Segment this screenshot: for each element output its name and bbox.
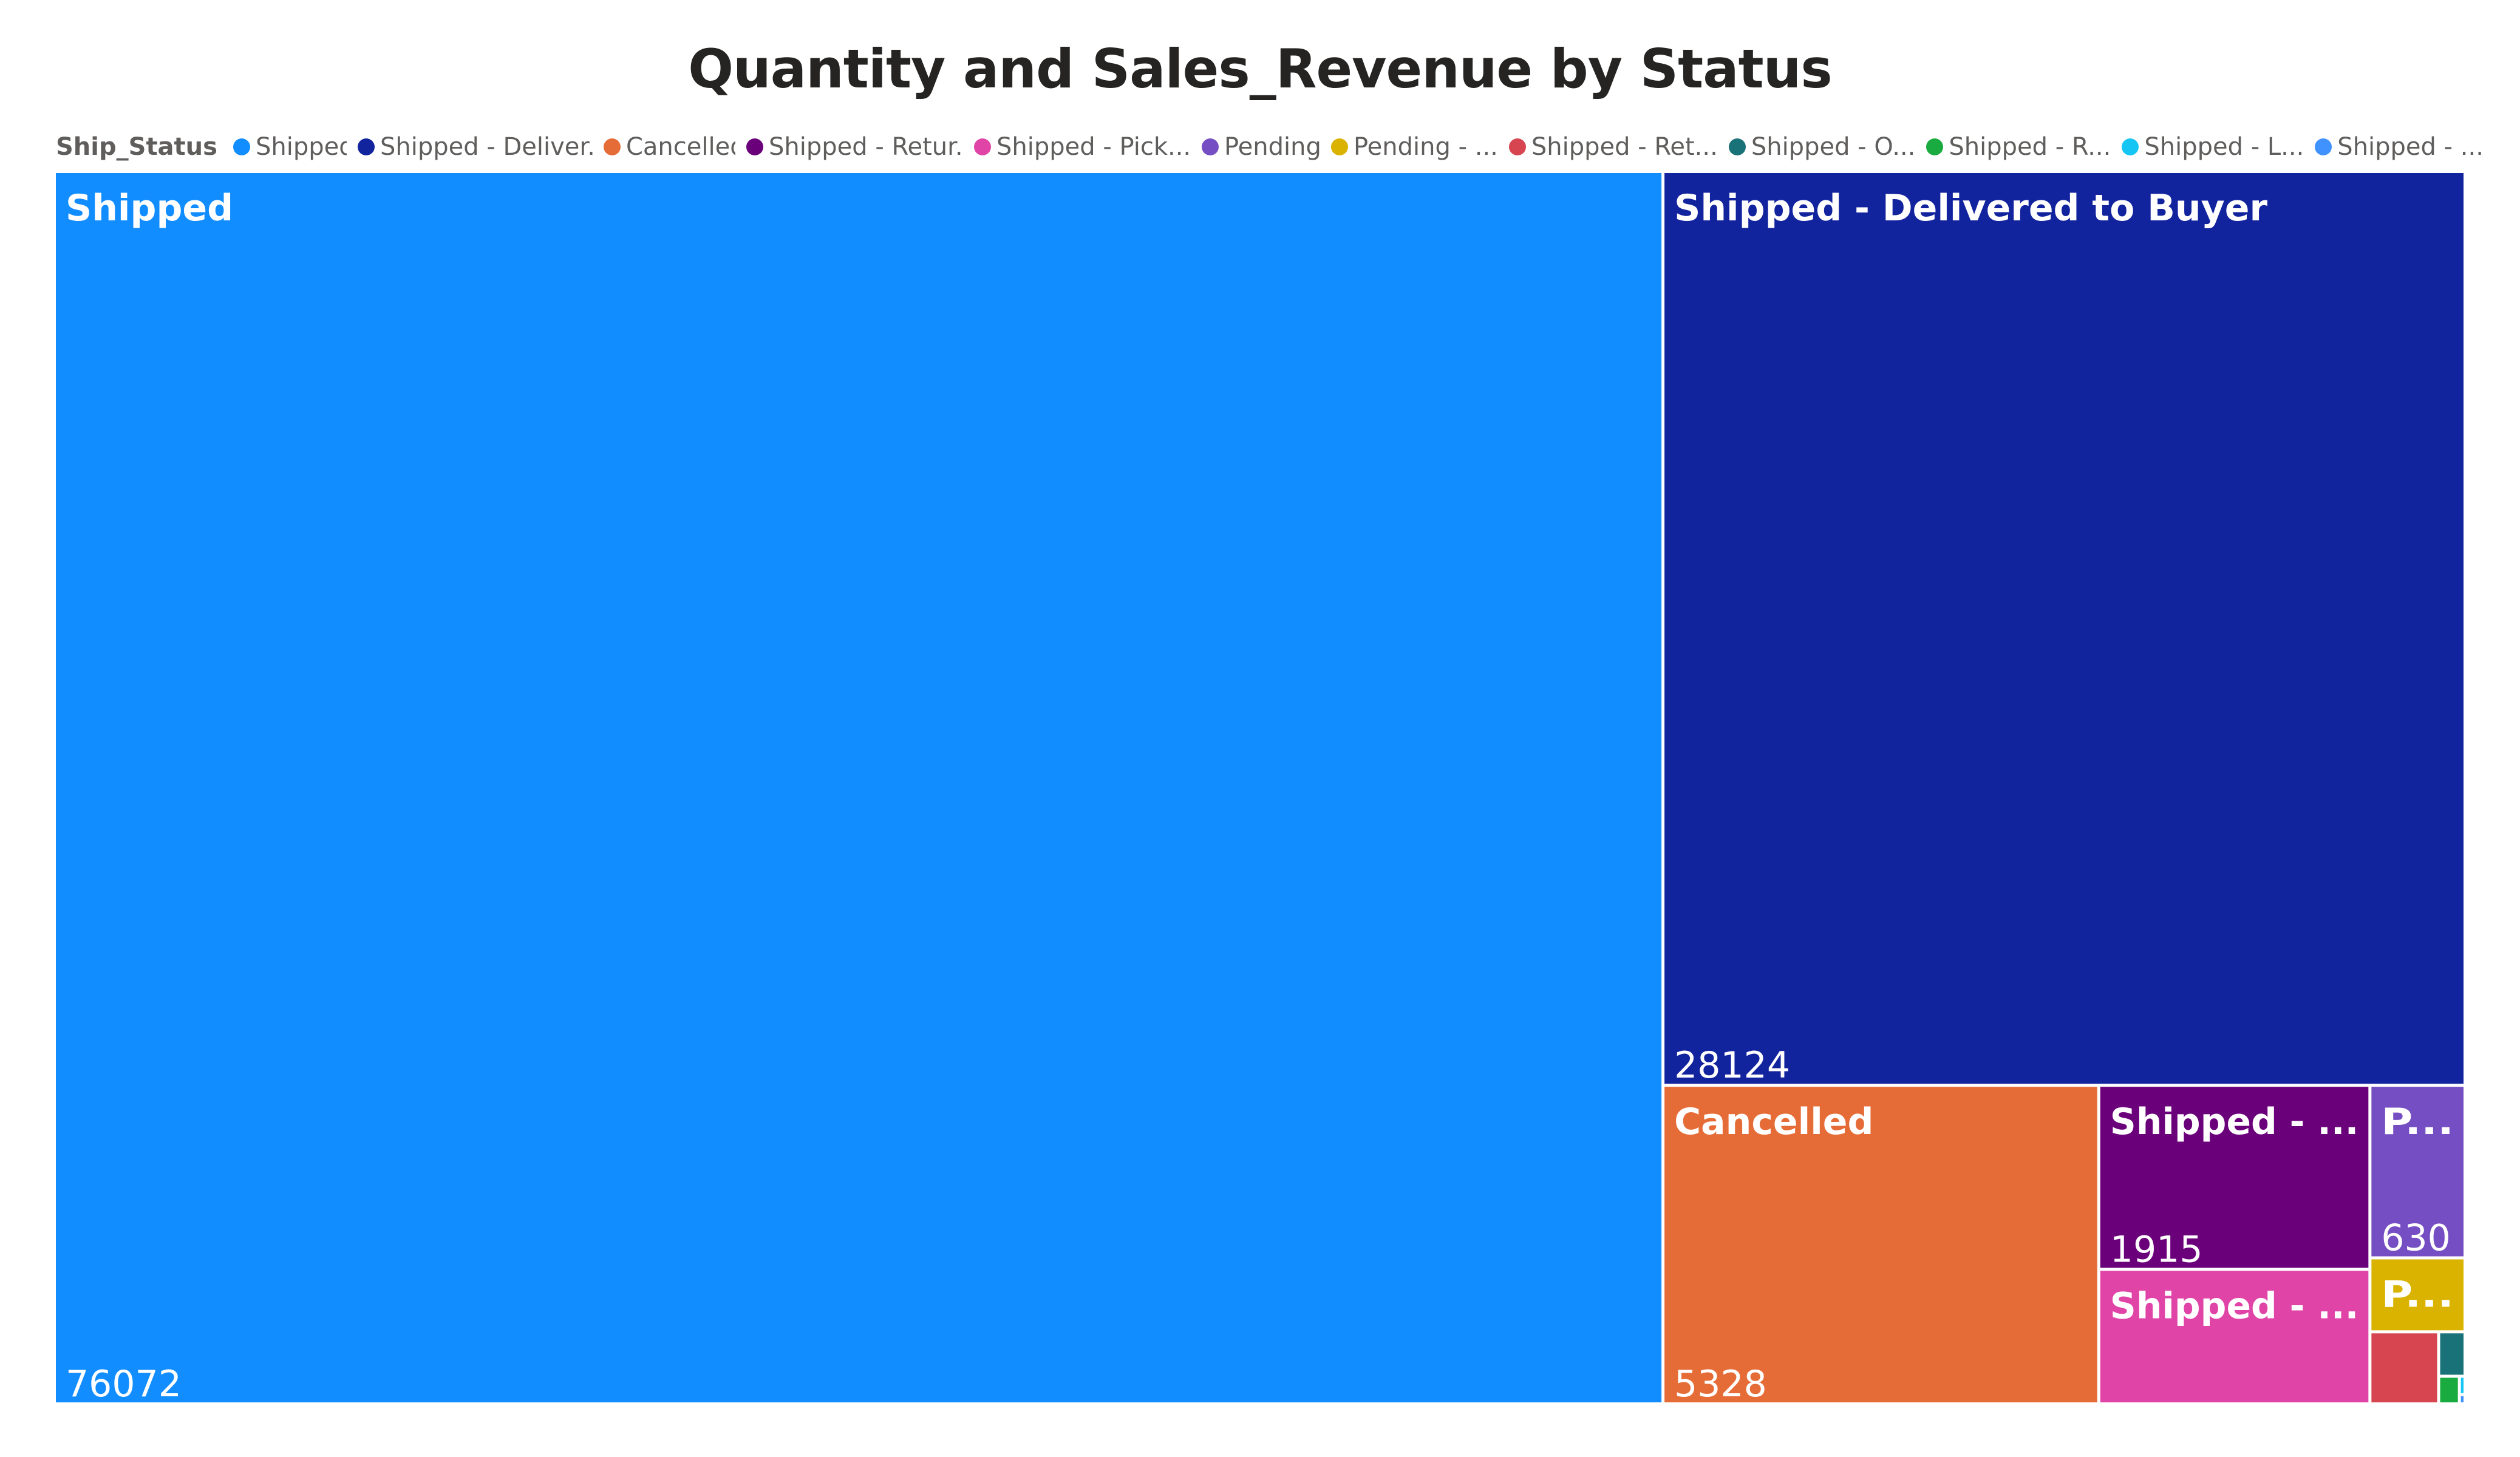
treemap-tile[interactable] — [2460, 1377, 2464, 1393]
treemap-tile-rect[interactable] — [56, 173, 1662, 1402]
legend-marker — [233, 138, 250, 155]
legend-label: Shipped - L... — [2144, 133, 2304, 161]
legend-item[interactable]: Shipped - Deliver... — [357, 133, 593, 161]
legend-marker — [973, 138, 991, 155]
treemap-tile-value: 630 — [2381, 1217, 2451, 1259]
treemap-tile[interactable]: Shipped - Delivered to Buyer 28124 — [1664, 173, 2464, 1087]
treemap-tile[interactable]: Shipped - ... 1915 — [2100, 1087, 2369, 1271]
treemap-tile-value: 76072 — [66, 1363, 182, 1405]
legend-items: Shipped Shipped - Deliver... Cancelled Ship… — [233, 133, 2494, 161]
legend-marker — [2315, 138, 2332, 155]
treemap-tile-rect[interactable] — [1664, 1087, 2097, 1402]
legend-marker — [2122, 138, 2139, 155]
legend-label: Shipped - Retur... — [768, 133, 963, 161]
treemap-tile[interactable] — [2440, 1377, 2458, 1402]
legend-item[interactable]: Pending — [1201, 133, 1320, 161]
treemap-tile-label: P... — [2381, 1273, 2454, 1316]
legend-item[interactable]: Shipped — [233, 133, 347, 161]
legend-marker — [1330, 138, 1348, 155]
legend-marker — [357, 138, 375, 155]
legend-item[interactable]: Shipped - Ret... — [1508, 133, 1718, 161]
legend-label: Pending - ... — [1353, 133, 1498, 161]
legend-label: Shipped - R... — [1949, 133, 2111, 161]
legend-label: Pending — [1224, 133, 1320, 161]
treemap-tile-value: 5328 — [1674, 1363, 1767, 1405]
treemap-tile[interactable] — [2460, 1396, 2464, 1402]
treemap-tile[interactable]: P... — [2371, 1259, 2464, 1331]
legend-marker — [1926, 138, 1944, 155]
legend-label: Shipped - Pick... — [996, 133, 1191, 161]
treemap-tile[interactable]: Shipped - ... — [2100, 1271, 2369, 1402]
treemap-tile-label: P... — [2381, 1101, 2454, 1143]
legend-label: Shipped - Deliver... — [380, 133, 593, 161]
treemap-tile-rect[interactable] — [2371, 1259, 2464, 1331]
legend-item[interactable]: Shipped - Pick... — [973, 133, 1191, 161]
treemap-tile[interactable]: Cancelled 5328 — [1664, 1087, 2097, 1405]
treemap-tile[interactable]: P... 630 — [2371, 1087, 2464, 1259]
treemap-tile[interactable]: Shipped 76072 — [56, 173, 1662, 1405]
treemap-tile-rect[interactable] — [2440, 1377, 2458, 1402]
treemap-tile-rect[interactable] — [2460, 1396, 2464, 1402]
treemap-tile-rect[interactable] — [2460, 1377, 2464, 1393]
treemap-tile-value: 28124 — [1674, 1044, 1790, 1087]
chart-title: Quantity and Sales_Revenue by Status — [688, 38, 1832, 100]
legend-title: Ship_Status — [56, 133, 217, 161]
legend-label: Shipped - Ret... — [1531, 133, 1718, 161]
legend-label: Shipped - ... — [2337, 133, 2484, 161]
legend-marker — [1508, 138, 1526, 155]
legend-item[interactable]: Shipped - ... — [2315, 133, 2484, 161]
treemap-tile-label: Cancelled — [1674, 1101, 1873, 1143]
legend-marker — [603, 138, 621, 155]
treemap-tile-label: Shipped - ... — [2110, 1101, 2359, 1143]
legend-marker — [1201, 138, 1219, 155]
legend-item[interactable]: Shipped - O... — [1728, 133, 1916, 161]
legend-label: Cancelled — [625, 133, 735, 161]
treemap-tile-label: Shipped — [66, 187, 233, 229]
treemap-tile-label: Shipped - Delivered to Buyer — [1674, 187, 2267, 229]
legend-marker — [1728, 138, 1746, 155]
treemap-tile[interactable] — [2371, 1333, 2437, 1402]
treemap-tile-label: Shipped - ... — [2110, 1285, 2359, 1327]
legend: Ship_Status Shipped Shipped - Deliver... C… — [56, 129, 2494, 165]
treemap-tile-rect[interactable] — [2371, 1087, 2464, 1257]
legend-item[interactable]: Cancelled — [603, 133, 735, 161]
legend-marker — [746, 138, 763, 155]
treemap-tile-rect[interactable] — [2100, 1271, 2369, 1402]
legend-item[interactable]: Shipped - R... — [1926, 133, 2111, 161]
legend-label: Shipped — [255, 133, 347, 161]
legend-item[interactable]: Shipped - Retur... — [746, 133, 963, 161]
legend-item[interactable]: Pending - ... — [1330, 133, 1498, 161]
treemap-tile-rect[interactable] — [2440, 1333, 2464, 1375]
legend-label: Shipped - O... — [1751, 133, 1916, 161]
treemap-tile[interactable] — [2440, 1333, 2464, 1375]
treemap-tile-rect[interactable] — [2100, 1087, 2369, 1268]
treemap-tile-value: 1915 — [2110, 1228, 2203, 1271]
treemap-tile-rect[interactable] — [2371, 1333, 2437, 1402]
treemap-tile-rect[interactable] — [1664, 173, 2464, 1084]
legend-item[interactable]: Shipped - L... — [2122, 133, 2304, 161]
